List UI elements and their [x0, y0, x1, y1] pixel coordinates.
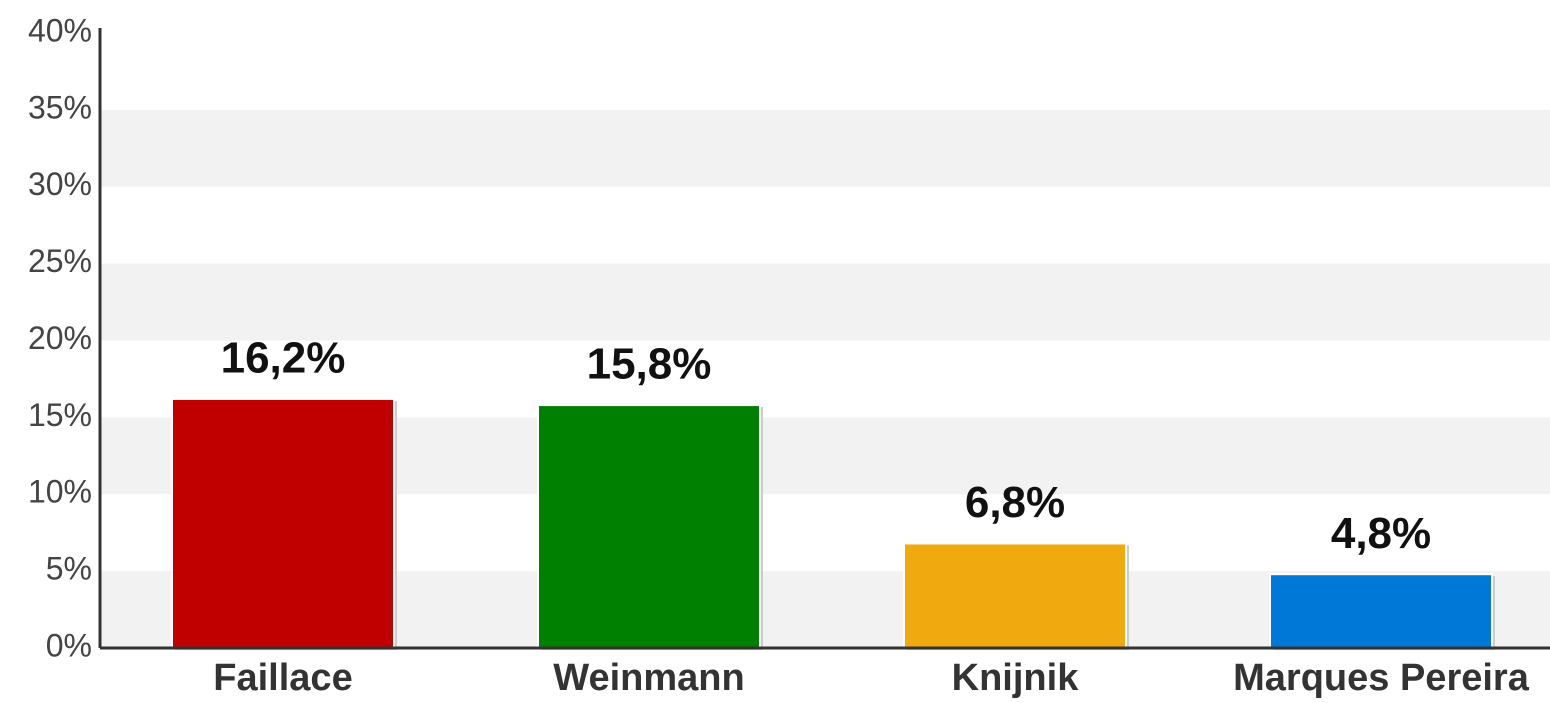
- y-tick-label: 40%: [28, 12, 92, 48]
- y-tick-label: 10%: [28, 474, 92, 510]
- bar: [171, 397, 395, 649]
- y-tick-label: 5%: [46, 551, 92, 587]
- value-label: 6,8%: [965, 478, 1065, 527]
- value-label: 4,8%: [1331, 509, 1431, 558]
- y-tick-label: 20%: [28, 320, 92, 356]
- bar: [1269, 573, 1493, 650]
- y-tick-label: 30%: [28, 166, 92, 202]
- value-label: 16,2%: [221, 334, 346, 383]
- x-tick-label: Marques Pereira: [1233, 657, 1530, 699]
- grid-band: [100, 109, 1550, 187]
- y-tick-label: 35%: [28, 89, 92, 125]
- y-tick-label: 0%: [46, 627, 92, 663]
- x-tick-label: Faillace: [213, 657, 352, 699]
- value-label: 15,8%: [587, 340, 712, 389]
- grid-band: [100, 263, 1550, 341]
- x-tick-label: Knijnik: [952, 657, 1080, 699]
- y-tick-label: 15%: [28, 397, 92, 433]
- x-tick-label: Weinmann: [553, 657, 744, 699]
- y-tick-label: 25%: [28, 243, 92, 279]
- bar: [903, 542, 1127, 650]
- bar: [537, 404, 761, 650]
